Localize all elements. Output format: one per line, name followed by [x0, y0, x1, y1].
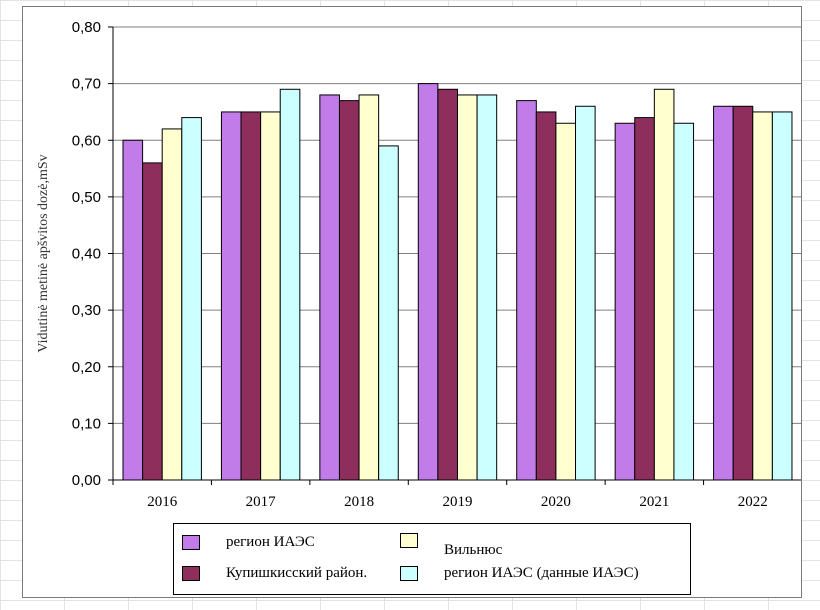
bar-2022-s2: [752, 111, 773, 481]
x-tick-label: 2016: [147, 494, 178, 510]
bar-2016-s3: [181, 117, 202, 481]
bar-2019-s2: [456, 94, 478, 481]
y-tick-label: 0,30: [72, 302, 101, 319]
bar-2017-s2: [260, 111, 281, 481]
bar-2021-s1: [634, 117, 655, 481]
bar-2022-s1: [732, 105, 754, 481]
x-tick-label: 2020: [541, 494, 571, 510]
bar-2020-s2: [555, 122, 577, 481]
bar-chart: 0,00 0,10 0,20 0,30 0,40 0,50 0,60 0,70 0,80 Vidu…: [36, 19, 801, 510]
legend-swatch-1: [182, 566, 200, 581]
legend-swatch-2: [400, 533, 418, 548]
bar-2019-s3: [476, 94, 498, 481]
y-tick-label: 0,70: [72, 76, 101, 93]
legend: регион ИАЭС Купишкисский район. Вильнюс …: [173, 523, 691, 595]
bar-2018-s2: [358, 94, 380, 481]
bar-2019-s1: [437, 88, 458, 481]
x-tick-label: 2017: [246, 494, 277, 510]
y-tick-label: 0,60: [72, 132, 101, 149]
bar-2018-s0: [319, 94, 340, 481]
bar-2019-s0: [417, 83, 439, 481]
bar-2017-s0: [220, 111, 242, 481]
legend-swatch-0: [182, 535, 200, 550]
legend-item-0: регион ИАЭС: [182, 534, 315, 551]
legend-label-2: Вильнюс: [444, 542, 503, 558]
legend-label-3: регион ИАЭС (данные ИАЭС): [444, 565, 639, 581]
x-tick-label: 2021: [639, 494, 669, 510]
legend-label-1: Купишкисский район.: [226, 565, 368, 581]
bar-2022-s0: [713, 105, 734, 481]
y-tick-label: 0,80: [72, 19, 101, 36]
y-axis-label: Vidutinė metinė apšvitos dozė,mSv: [36, 154, 51, 352]
x-tick-label: 2019: [443, 494, 473, 510]
legend-swatch-3: [400, 566, 418, 581]
bar-2021-s3: [673, 122, 695, 481]
bar-2017-s1: [240, 111, 262, 481]
y-tick-label: 0,00: [72, 472, 101, 489]
bar-2018-s3: [378, 145, 399, 481]
bar-2016-s2: [161, 128, 183, 481]
bar-2016-s1: [142, 162, 163, 481]
legend-item-3: регион ИАЭС (данные ИАЭС): [400, 565, 639, 582]
bar-2017-s3: [279, 88, 301, 481]
x-tick-label: 2022: [738, 494, 768, 510]
bar-2020-s0: [516, 100, 537, 481]
bar-2022-s3: [771, 111, 793, 481]
chart-frame: 0,00 0,10 0,20 0,30 0,40 0,50 0,60 0,70 0,80 Vidu…: [22, 6, 802, 598]
y-tick-label: 0,10: [72, 415, 101, 432]
y-tick-label: 0,50: [72, 189, 101, 206]
bar-2021-s2: [653, 88, 675, 481]
bar-2021-s0: [614, 122, 636, 481]
bar-2016-s0: [122, 139, 144, 481]
legend-item-2: Вильнюс: [400, 532, 502, 558]
bar-2020-s1: [535, 111, 557, 481]
y-tick-label: 0,20: [72, 359, 101, 376]
legend-label-0: регион ИАЭС: [226, 534, 315, 550]
x-tick-label: 2018: [344, 494, 374, 510]
legend-item-1: Купишкисский район.: [182, 565, 367, 582]
y-tick-label: 0,40: [72, 246, 101, 263]
bar-2020-s3: [575, 105, 596, 481]
bar-2018-s1: [338, 100, 360, 481]
